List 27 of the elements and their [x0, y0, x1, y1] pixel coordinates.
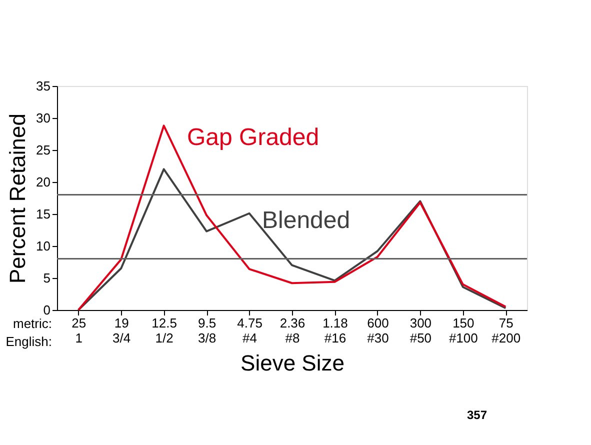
- x-tick-label: 2.36 #8: [280, 316, 306, 346]
- series-label: Gap Graded: [187, 124, 320, 151]
- text: 357: [467, 408, 488, 422]
- x-axis-title: Sieve Size: [240, 350, 344, 376]
- line-series: [77, 124, 507, 311]
- y-tick-label: 10: [36, 238, 50, 254]
- x-tick-label: 19 3/4: [112, 316, 131, 346]
- x-tick-label: 150 #100: [448, 316, 478, 346]
- y-tick-label: 15: [36, 206, 50, 222]
- text: English:: [6, 334, 52, 349]
- y-axis-title: Percent Retained: [5, 114, 30, 284]
- y-tick-label: 35: [36, 78, 50, 94]
- x-tick-label: 1.18 #16: [322, 316, 348, 346]
- y-tick-label: 20: [36, 174, 50, 190]
- y-tick-label: 30: [36, 110, 50, 126]
- y-tick-label: 25: [36, 142, 50, 158]
- x-tick-label: 12.5 1/2: [152, 316, 177, 346]
- y-tick-label: 5: [43, 270, 50, 286]
- x-tick-label: 300 #50: [410, 316, 432, 346]
- x-tick-label: 75 #200: [492, 316, 521, 346]
- series-label: Blended: [262, 207, 350, 234]
- x-tick-label: 9.5 3/8: [198, 316, 216, 346]
- y-tick-label: 0: [43, 302, 50, 318]
- text: metric:: [13, 316, 52, 331]
- x-tick-label: 4.75 #4: [237, 316, 262, 346]
- x-tick-label: 25 1: [72, 316, 86, 346]
- x-tick-label: 600 #30: [367, 316, 389, 346]
